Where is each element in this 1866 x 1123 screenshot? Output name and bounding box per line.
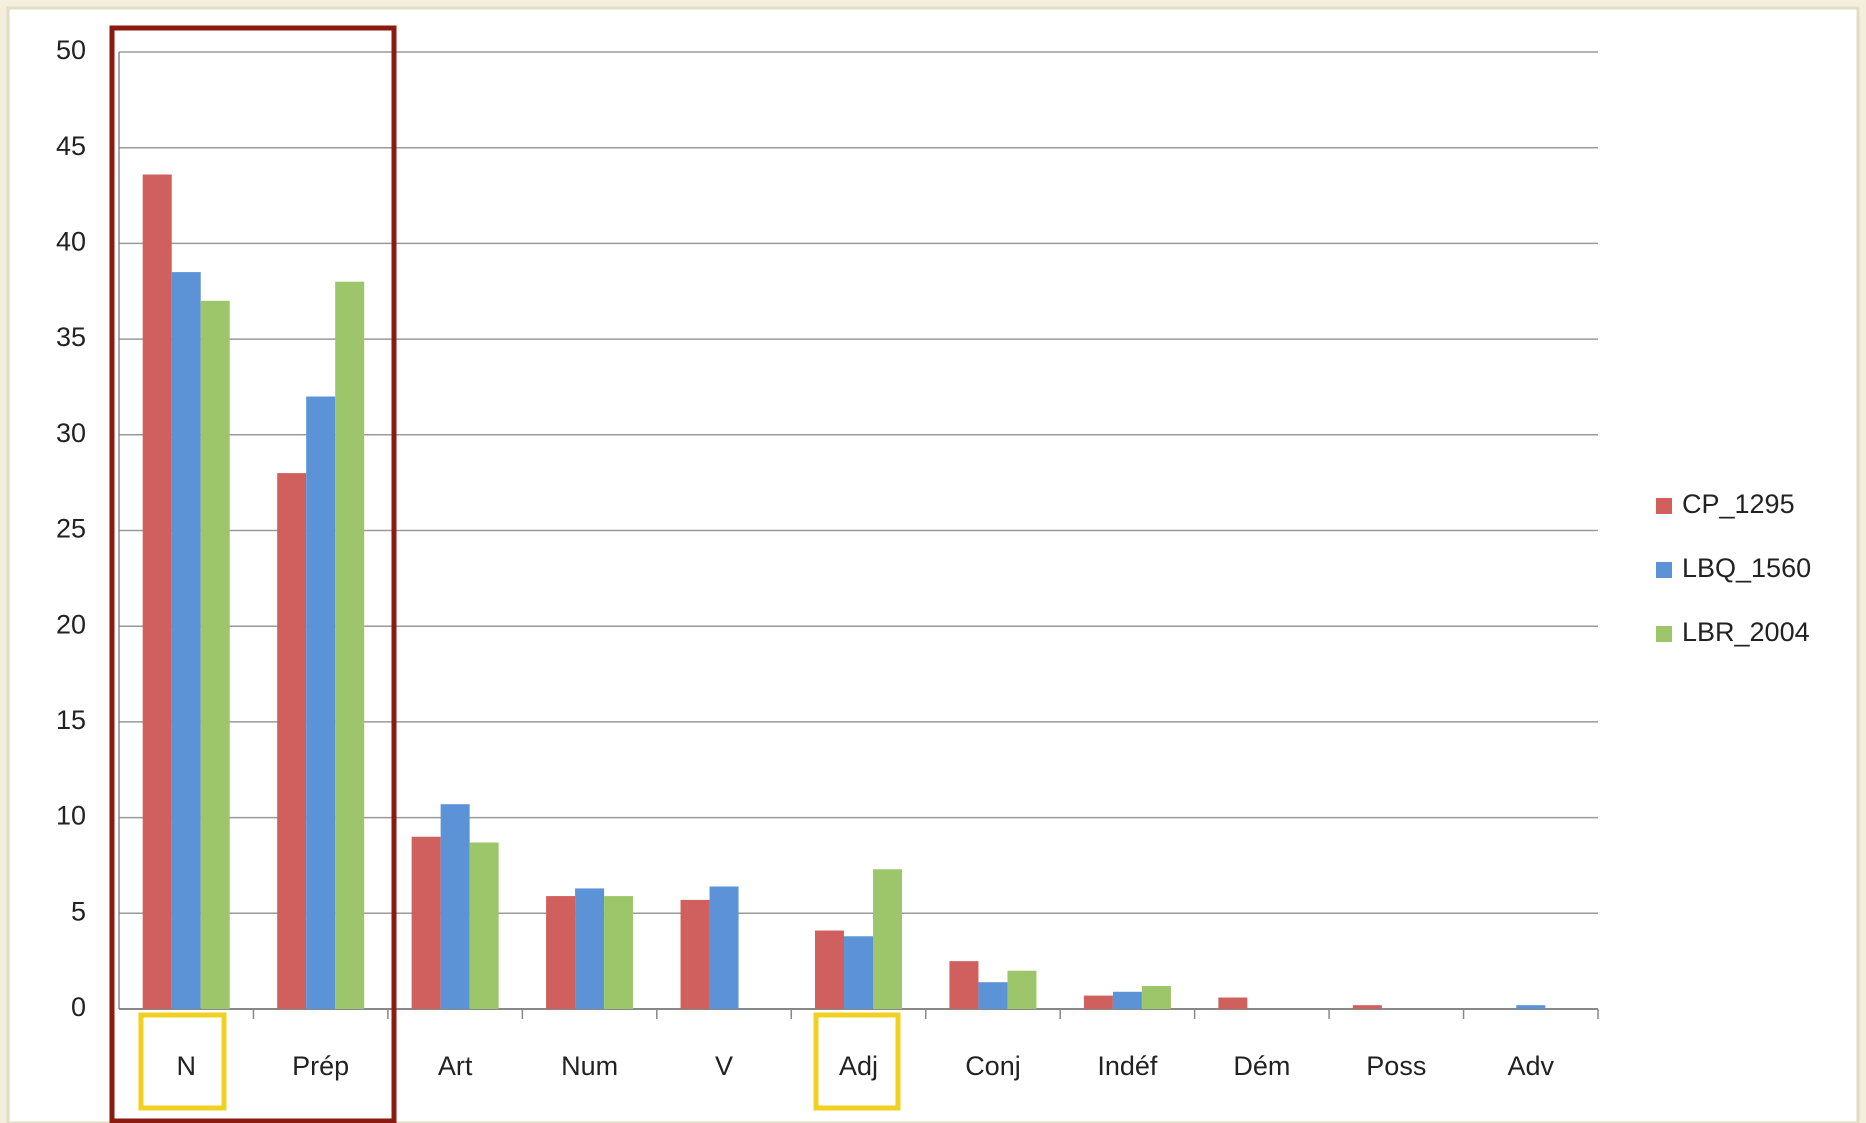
legend-swatch [1656,626,1672,642]
bar [171,272,201,1009]
bar [1083,995,1113,1009]
bar [1112,991,1142,1009]
bar [469,842,499,1009]
y-tick-label: 30 [56,418,86,448]
legend-swatch [1656,562,1672,578]
bar [949,961,979,1009]
x-tick-label: Num [561,1051,618,1081]
x-tick-label: V [715,1051,733,1081]
bar [1218,997,1248,1009]
bar [277,473,307,1010]
bar [200,300,230,1009]
legend-label: LBQ_1560 [1682,553,1811,583]
bar [978,982,1008,1009]
x-tick-label: Adv [1508,1051,1555,1081]
y-tick-label: 20 [56,609,86,639]
x-tick-label: Poss [1366,1051,1426,1081]
bar [142,174,172,1010]
legend-label: LBR_2004 [1682,617,1810,647]
y-tick-label: 50 [56,35,86,65]
y-tick-label: 0 [71,992,86,1022]
y-tick-label: 15 [56,705,86,735]
bar [575,888,605,1009]
bar [873,869,902,1009]
x-tick-label: N [176,1051,196,1081]
bar [411,836,441,1009]
bar [709,886,739,1009]
bar [1141,986,1171,1009]
y-tick-label: 45 [56,131,86,161]
y-tick-label: 25 [56,514,86,544]
highlight-box [109,25,397,1123]
x-tick-label: Indéf [1097,1051,1158,1081]
label-highlight [138,1012,227,1111]
bar [680,899,710,1009]
x-tick-label: Adj [839,1051,878,1081]
bar [604,896,634,1009]
y-tick-label: 10 [56,801,86,831]
bar [306,396,336,1009]
bar [335,281,365,1009]
bar [1516,1005,1546,1009]
bar [546,896,576,1009]
bar [815,930,844,1009]
bar [440,804,470,1009]
x-tick-label: Dém [1233,1051,1290,1081]
label-highlight [813,1012,901,1111]
legend-swatch [1656,498,1672,514]
bar [1007,970,1037,1009]
x-tick-label: Art [438,1051,473,1081]
bar [844,936,873,1009]
legend-label: CP_1295 [1682,489,1795,519]
y-tick-label: 35 [56,322,86,352]
y-tick-label: 40 [56,227,86,257]
bar [1352,1005,1382,1009]
y-tick-label: 5 [71,896,86,926]
x-tick-label: Prép [292,1051,349,1081]
x-tick-label: Conj [965,1051,1021,1081]
